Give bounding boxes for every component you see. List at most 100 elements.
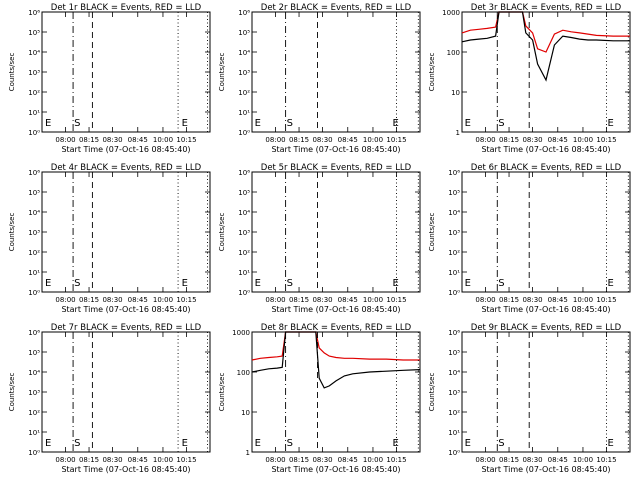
interval-marker: S: [498, 438, 504, 449]
chart-panel-9: Det 9r BLACK = Events, RED = LLD 10⁰ 10¹ 10…: [428, 323, 631, 474]
y-tick-label: 10²: [448, 249, 460, 257]
y-tick-label: 10⁴: [238, 209, 250, 217]
interval-marker: E: [465, 438, 471, 449]
x-tick-label: 10:15: [596, 136, 616, 144]
y-tick-label: 10⁴: [238, 49, 250, 57]
interval-marker: E: [392, 438, 398, 449]
x-axis-label: Start Time (07-Oct-16 08:45:40): [61, 465, 190, 474]
interval-marker: E: [465, 118, 471, 129]
y-tick-label: 100: [237, 369, 250, 377]
plot-frame: [461, 11, 631, 133]
y-tick-label: 10⁵: [28, 349, 40, 357]
y-tick-label: 10²: [238, 89, 250, 97]
x-tick-label: 08:30: [522, 136, 542, 144]
y-tick-label: 10⁰: [238, 129, 250, 137]
y-tick-label: 10¹: [238, 109, 250, 117]
x-axis-label: Start Time (07-Oct-16 08:45:40): [271, 305, 400, 314]
interval-marker: S: [74, 278, 80, 289]
x-tick-label: 08:30: [102, 136, 122, 144]
x-axis-label: Start Time (07-Oct-16 08:45:40): [61, 145, 190, 154]
y-axis-label: Counts/sec: [218, 373, 226, 412]
interval-marker: E: [182, 278, 188, 289]
y-tick-label: 10²: [28, 89, 40, 97]
y-tick-label: 10⁵: [448, 189, 460, 197]
y-tick-label: 10³: [28, 389, 40, 397]
x-tick-label: 08:45: [548, 136, 568, 144]
interval-marker: S: [498, 278, 504, 289]
x-tick-label: 10:15: [176, 136, 196, 144]
interval-marker: E: [607, 438, 613, 449]
y-tick-label: 1000: [442, 9, 460, 17]
y-tick-label: 10⁵: [448, 349, 460, 357]
x-tick-label: 08:15: [499, 456, 519, 464]
y-tick-label: 10⁰: [28, 449, 40, 457]
y-tick-label: 10³: [448, 389, 460, 397]
y-axis-label: Counts/sec: [8, 213, 16, 252]
x-tick-label: 08:45: [338, 296, 358, 304]
x-tick-label: 08:00: [265, 296, 285, 304]
x-axis-label: Start Time (07-Oct-16 08:45:40): [481, 465, 610, 474]
interval-marker: E: [607, 118, 613, 129]
x-tick-label: 08:30: [522, 456, 542, 464]
y-tick-label: 10⁴: [28, 209, 40, 217]
y-axis-label: Counts/sec: [8, 373, 16, 412]
y-tick-label: 10⁵: [238, 189, 250, 197]
x-tick-label: 08:45: [548, 456, 568, 464]
x-tick-label: 08:45: [338, 456, 358, 464]
y-tick-label: 10⁰: [448, 449, 460, 457]
y-tick-label: 100: [447, 49, 460, 57]
x-tick-label: 10:15: [386, 136, 406, 144]
y-tick-label: 10⁴: [448, 209, 460, 217]
y-tick-label: 10¹: [28, 429, 40, 437]
y-tick-label: 10³: [448, 229, 460, 237]
interval-marker: E: [255, 438, 261, 449]
x-tick-label: 08:00: [55, 456, 75, 464]
y-tick-label: 10⁶: [448, 329, 460, 337]
x-tick-label: 10:15: [386, 456, 406, 464]
x-tick-label: 08:00: [475, 136, 495, 144]
plot-frame: [251, 331, 421, 453]
interval-marker: S: [287, 438, 293, 449]
x-tick-label: 08:30: [102, 296, 122, 304]
x-tick-label: 08:45: [338, 136, 358, 144]
x-tick-label: 10:15: [596, 296, 616, 304]
x-tick-label: 10:00: [153, 296, 173, 304]
x-tick-label: 10:15: [596, 456, 616, 464]
y-tick-label: 10¹: [448, 429, 460, 437]
y-tick-label: 10⁶: [238, 9, 250, 17]
y-tick-label: 10⁵: [28, 29, 40, 37]
interval-marker: E: [607, 278, 613, 289]
x-tick-label: 10:00: [363, 296, 383, 304]
chart-panel-5: Det 5r BLACK = Events, RED = LLD 10⁰ 10¹ 10…: [218, 163, 421, 314]
y-tick-label: 1000: [232, 329, 250, 337]
chart-panel-4: Det 4r BLACK = Events, RED = LLD 10⁰ 10¹ 10…: [8, 163, 211, 314]
x-tick-label: 10:15: [176, 296, 196, 304]
series-events-line: [461, 11, 630, 82]
chart-title: Det 5r BLACK = Events, RED = LLD: [261, 163, 412, 173]
x-tick-label: 10:00: [153, 456, 173, 464]
y-axis-label: Counts/sec: [428, 53, 436, 92]
interval-marker: S: [287, 118, 293, 129]
chart-panel-8: Det 8r BLACK = Events, RED = LLD 1 10 100 10…: [218, 323, 421, 474]
chart-title: Det 4r BLACK = Events, RED = LLD: [51, 163, 202, 173]
y-axis-label: Counts/sec: [428, 373, 436, 412]
y-tick-label: 10⁶: [448, 169, 460, 177]
y-tick-label: 10⁶: [28, 9, 40, 17]
y-axis-label: Counts/sec: [218, 213, 226, 252]
y-tick-label: 10⁶: [238, 169, 250, 177]
interval-marker: E: [392, 118, 398, 129]
y-tick-label: 10⁰: [238, 289, 250, 297]
y-axis-label: Counts/sec: [8, 53, 16, 92]
plot-frame: [41, 11, 211, 133]
interval-marker: E: [45, 278, 51, 289]
plot-frame: [251, 171, 421, 293]
x-tick-label: 10:15: [176, 456, 196, 464]
plot-frame: [41, 331, 211, 453]
chart-panel-3: Det 3r BLACK = Events, RED = LLD 1 10 100 10…: [428, 3, 631, 154]
x-tick-label: 08:30: [312, 296, 332, 304]
y-tick-label: 10⁵: [28, 189, 40, 197]
x-tick-label: 08:45: [128, 456, 148, 464]
x-tick-label: 08:00: [265, 456, 285, 464]
interval-marker: S: [74, 118, 80, 129]
chart-title: Det 7r BLACK = Events, RED = LLD: [51, 323, 202, 333]
